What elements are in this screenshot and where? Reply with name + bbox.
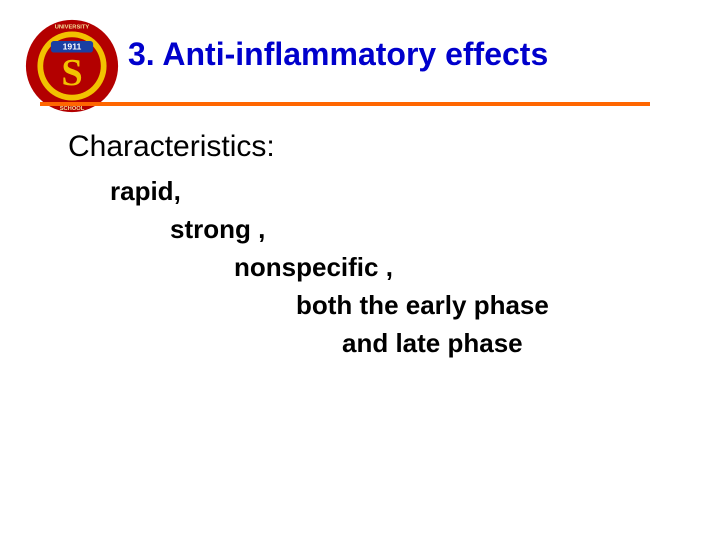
characteristic-line: both the early phase xyxy=(296,290,549,321)
university-seal-logo: UNIVERSITY SCHOOL 1911 S xyxy=(24,18,120,114)
characteristics-heading: Characteristics: xyxy=(68,130,275,164)
characteristic-line: strong , xyxy=(170,214,265,245)
characteristic-line: nonspecific , xyxy=(234,252,393,283)
characteristic-line: rapid, xyxy=(110,176,181,207)
slide: UNIVERSITY SCHOOL 1911 S 3. Anti-inflamm… xyxy=(0,0,720,540)
seal-letter-s: S xyxy=(61,52,82,94)
characteristic-line: and late phase xyxy=(342,328,523,359)
svg-text:UNIVERSITY: UNIVERSITY xyxy=(55,25,90,31)
svg-text:SCHOOL: SCHOOL xyxy=(60,106,85,112)
slide-title: 3. Anti-inflammatory effects xyxy=(128,36,548,73)
title-underline xyxy=(40,102,650,106)
seal-year-text: 1911 xyxy=(63,42,82,52)
